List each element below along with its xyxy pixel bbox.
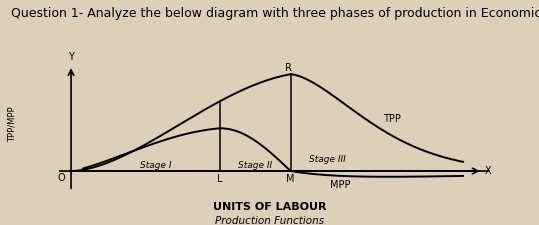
Text: L: L <box>217 174 223 184</box>
Text: UNITS OF LABOUR: UNITS OF LABOUR <box>213 202 326 212</box>
Text: Stage II: Stage II <box>238 161 272 170</box>
Text: M: M <box>286 174 295 184</box>
Text: O: O <box>58 173 65 183</box>
Text: TPP: TPP <box>383 114 400 124</box>
Text: TPP/MPP: TPP/MPP <box>8 106 17 142</box>
Text: R: R <box>285 63 292 73</box>
Text: Y: Y <box>68 52 74 62</box>
Text: Question 1- Analyze the below diagram with three phases of production in Economi: Question 1- Analyze the below diagram wi… <box>11 7 539 20</box>
Text: MPP: MPP <box>330 180 350 189</box>
Text: X: X <box>485 166 491 176</box>
Text: Stage I: Stage I <box>140 161 171 170</box>
Text: Production Functions: Production Functions <box>215 216 324 225</box>
Text: Stage III: Stage III <box>309 155 346 164</box>
